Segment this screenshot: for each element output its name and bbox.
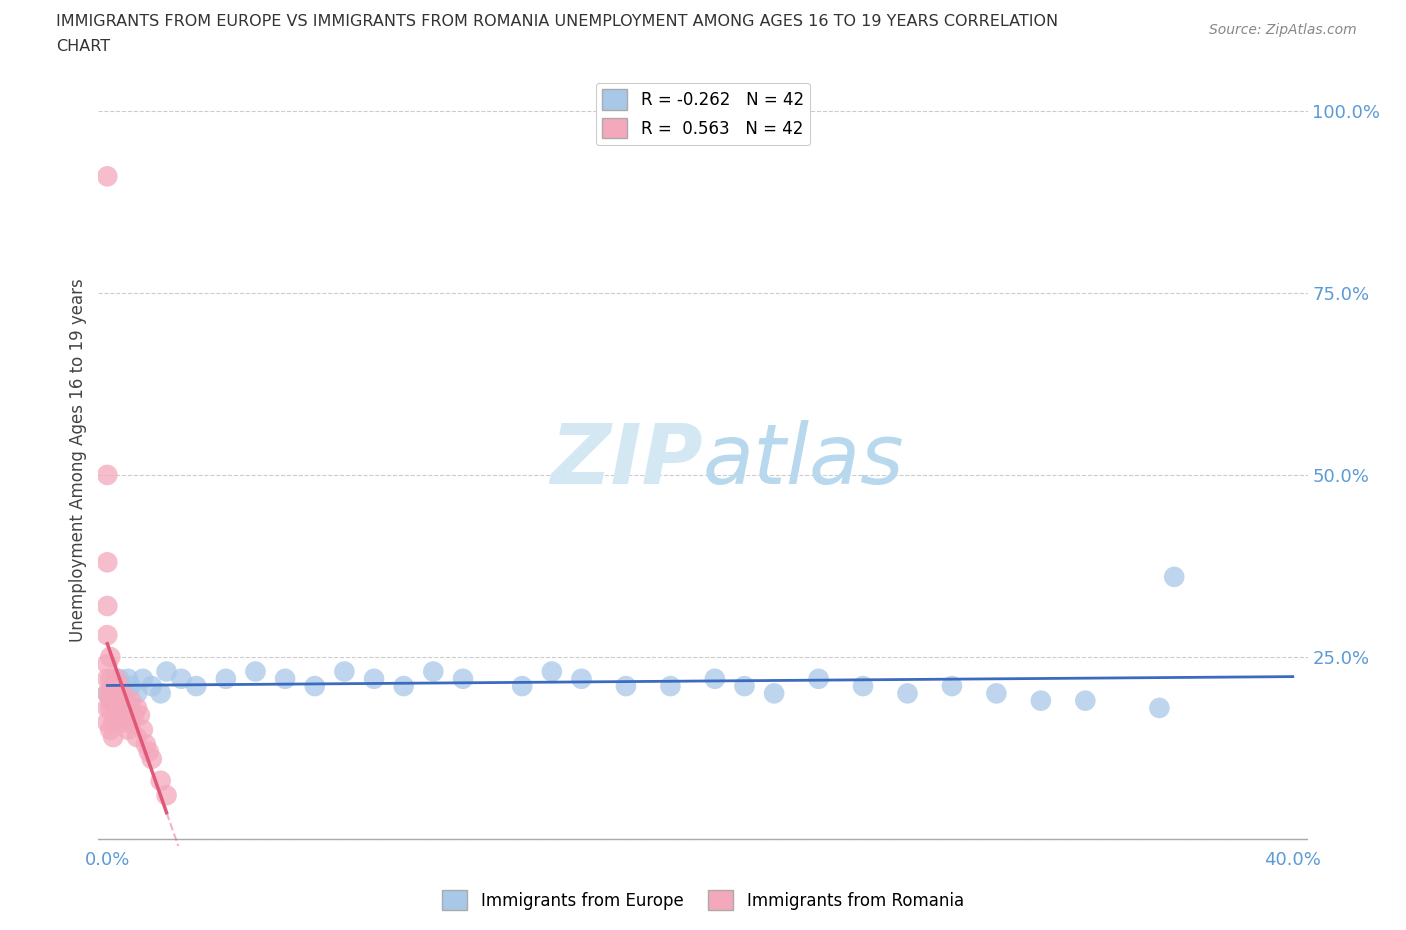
Point	[333, 664, 356, 679]
Point	[1074, 693, 1097, 708]
Point	[986, 686, 1008, 701]
Point	[896, 686, 918, 701]
Point	[120, 679, 142, 694]
Point	[1029, 693, 1052, 708]
Point	[155, 664, 177, 679]
Point	[114, 686, 136, 701]
Point	[363, 671, 385, 686]
Point	[105, 686, 128, 701]
Point	[108, 671, 131, 686]
Point	[96, 169, 118, 184]
Point	[98, 686, 121, 701]
Point	[96, 599, 118, 614]
Point	[111, 679, 134, 694]
Point	[122, 708, 145, 723]
Point	[155, 788, 177, 803]
Text: IMMIGRANTS FROM EUROPE VS IMMIGRANTS FROM ROMANIA UNEMPLOYMENT AMONG AGES 16 TO : IMMIGRANTS FROM EUROPE VS IMMIGRANTS FRO…	[56, 14, 1059, 29]
Point	[132, 671, 155, 686]
Point	[120, 715, 142, 730]
Point	[149, 686, 172, 701]
Point	[807, 671, 830, 686]
Point	[98, 723, 121, 737]
Point	[571, 671, 593, 686]
Point	[96, 468, 118, 483]
Point	[96, 715, 118, 730]
Point	[138, 744, 160, 759]
Point	[96, 700, 118, 715]
Point	[304, 679, 326, 694]
Point	[141, 679, 163, 694]
Point	[245, 664, 267, 679]
Point	[96, 686, 118, 701]
Point	[510, 679, 533, 694]
Text: CHART: CHART	[56, 39, 110, 54]
Point	[96, 671, 118, 686]
Point	[111, 708, 134, 723]
Point	[1149, 700, 1171, 715]
Point	[105, 708, 128, 723]
Text: atlas: atlas	[703, 419, 904, 501]
Point	[170, 671, 193, 686]
Point	[132, 723, 155, 737]
Point	[129, 708, 152, 723]
Point	[96, 555, 118, 570]
Point	[114, 693, 136, 708]
Point	[125, 700, 148, 715]
Point	[111, 686, 134, 701]
Text: ZIP: ZIP	[550, 419, 703, 501]
Point	[422, 664, 444, 679]
Point	[186, 679, 208, 694]
Point	[392, 679, 415, 694]
Point	[659, 679, 682, 694]
Point	[274, 671, 297, 686]
Point	[451, 671, 474, 686]
Point	[103, 730, 125, 745]
Point	[703, 671, 725, 686]
Point	[105, 686, 128, 701]
Point	[215, 671, 238, 686]
Point	[120, 693, 142, 708]
Point	[141, 751, 163, 766]
Point	[941, 679, 963, 694]
Point	[540, 664, 562, 679]
Point	[96, 628, 118, 643]
Point	[103, 679, 125, 694]
Point	[117, 700, 139, 715]
Point	[96, 657, 118, 671]
Point	[103, 679, 125, 694]
Point	[125, 686, 148, 701]
Point	[614, 679, 637, 694]
Point	[98, 649, 121, 664]
Point	[105, 671, 128, 686]
Point	[103, 715, 125, 730]
Point	[117, 723, 139, 737]
Point	[98, 700, 121, 715]
Point	[117, 671, 139, 686]
Point	[852, 679, 875, 694]
Point	[763, 686, 786, 701]
Point	[98, 671, 121, 686]
Legend: R = -0.262   N = 42, R =  0.563   N = 42: R = -0.262 N = 42, R = 0.563 N = 42	[596, 83, 810, 145]
Point	[734, 679, 756, 694]
Point	[98, 693, 121, 708]
Point	[114, 715, 136, 730]
Point	[108, 679, 131, 694]
Y-axis label: Unemployment Among Ages 16 to 19 years: Unemployment Among Ages 16 to 19 years	[69, 278, 87, 643]
Legend: Immigrants from Europe, Immigrants from Romania: Immigrants from Europe, Immigrants from …	[436, 884, 970, 917]
Text: Source: ZipAtlas.com: Source: ZipAtlas.com	[1209, 23, 1357, 37]
Point	[103, 693, 125, 708]
Point	[125, 730, 148, 745]
Point	[149, 774, 172, 789]
Point	[1163, 569, 1185, 584]
Point	[135, 737, 157, 751]
Point	[96, 686, 118, 701]
Point	[108, 700, 131, 715]
